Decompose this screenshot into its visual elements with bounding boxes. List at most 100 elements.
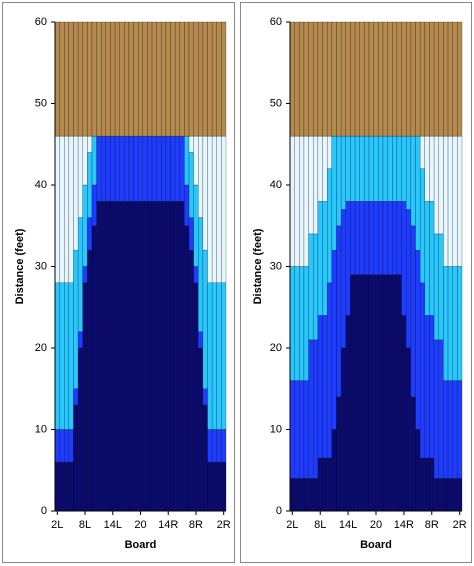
bar-segment [354,135,360,202]
bar-segment [128,21,134,137]
bar-segment [322,315,328,459]
bar-segment [193,135,199,186]
bar-segment [82,266,88,283]
bar-segment [59,135,65,284]
bar-segment [354,274,360,512]
bar-segment [303,135,309,267]
bar-segment [410,21,416,137]
bar-segment [124,135,130,202]
bar-segment [216,135,222,284]
bar-segment [433,21,439,137]
bar-segment [119,201,125,512]
bar-segment [378,135,384,202]
bar-segment [378,201,384,275]
y-axis-label: Distance (feet) [252,228,264,304]
bar-segment [165,135,171,202]
bar-segment [406,209,412,349]
x-axis-label: Board [360,539,392,551]
x-tick-label: 20 [370,519,382,531]
x-tick-label: 2R [453,519,467,531]
bar-segment [326,135,333,169]
bar-segment [170,201,176,512]
bar-segment [345,315,351,512]
bar-segment [165,21,171,137]
bar-segment [331,21,337,137]
bar-segment [429,457,435,512]
bar-segment [68,135,74,284]
y-tick-label: 50 [35,97,47,109]
bar-segment [188,135,194,153]
bar-segment [336,396,342,512]
bar-segment [96,21,102,137]
bar-segment [73,249,79,389]
bar-segment [101,21,107,137]
bar-segment [373,201,379,275]
bar-segment [124,21,130,137]
bar-segment [110,21,116,137]
bar-segment [161,21,167,137]
y-tick-label: 60 [35,16,47,28]
bar-segment [142,21,148,137]
bar-segment [443,21,449,137]
bar-segment [317,457,323,512]
bar-segment [368,274,374,512]
bar-segment [68,429,74,463]
bar-segment [317,315,323,459]
bar-segment [452,21,458,137]
bar-segment [457,478,463,512]
bar-segment [207,21,213,137]
bar-segment [207,282,213,430]
bar-segment [211,135,217,284]
bar-segment [161,135,167,202]
bar-segment [364,21,370,137]
bar-segment [429,201,435,316]
bar-segment [54,429,60,463]
bar-segment [87,21,93,137]
bar-segment [198,347,204,512]
bar-segment [443,380,449,479]
bar-segment [345,201,351,316]
bar-segment [96,135,102,202]
bar-segment [184,21,190,137]
bar-segment [156,201,162,512]
bar-segment [184,135,190,186]
bar-segment [429,135,435,202]
bar-segment [457,380,463,479]
bar-segment [179,201,185,512]
bar-segment [452,135,458,267]
x-tick-label: 2R [217,519,231,531]
bar-segment [87,217,93,251]
bar-segment [378,274,384,512]
bar-segment [101,201,107,512]
bar-segment [294,21,300,137]
bar-segment [82,282,88,512]
bar-segment [313,21,319,137]
bar-segment [401,135,407,202]
bar-segment [317,201,323,316]
bar-segment [64,21,70,137]
bar-segment [128,201,134,512]
bar-segment [68,461,74,512]
bar-segment [392,135,398,202]
bar-segment [326,282,333,459]
bar-segment [354,201,360,275]
bar-segment [202,404,208,512]
y-tick-label: 40 [270,179,282,191]
bar-segment [91,135,97,186]
bar-segment [161,201,167,512]
bar-segment [424,201,430,316]
bar-segment [165,201,171,512]
bar-segment [73,404,79,512]
y-tick-label: 0 [41,505,47,517]
bar-segment [364,274,370,512]
x-tick-label: 2L [51,519,63,531]
bar-segment [142,201,148,512]
bar-segment [59,21,65,137]
bar-segment [221,429,227,463]
bar-segment [64,429,70,463]
bar-segment [317,21,323,137]
bar-segment [387,274,393,512]
bar-segment [410,396,416,512]
bar-segment [457,21,463,137]
bar-segment [128,135,134,202]
